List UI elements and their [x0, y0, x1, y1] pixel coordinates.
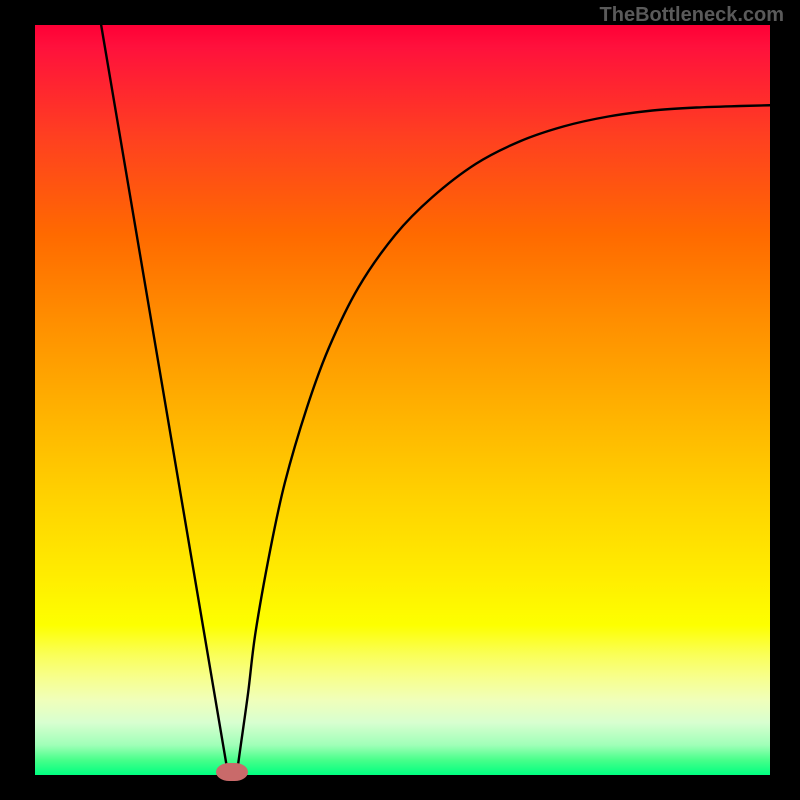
chart-frame: TheBottleneck.com: [0, 0, 800, 800]
curve-left-segment: [101, 25, 227, 771]
minimum-marker: [216, 763, 248, 781]
bottleneck-curve: [0, 0, 800, 800]
watermark-text: TheBottleneck.com: [600, 4, 784, 27]
curve-right-segment: [237, 105, 770, 771]
